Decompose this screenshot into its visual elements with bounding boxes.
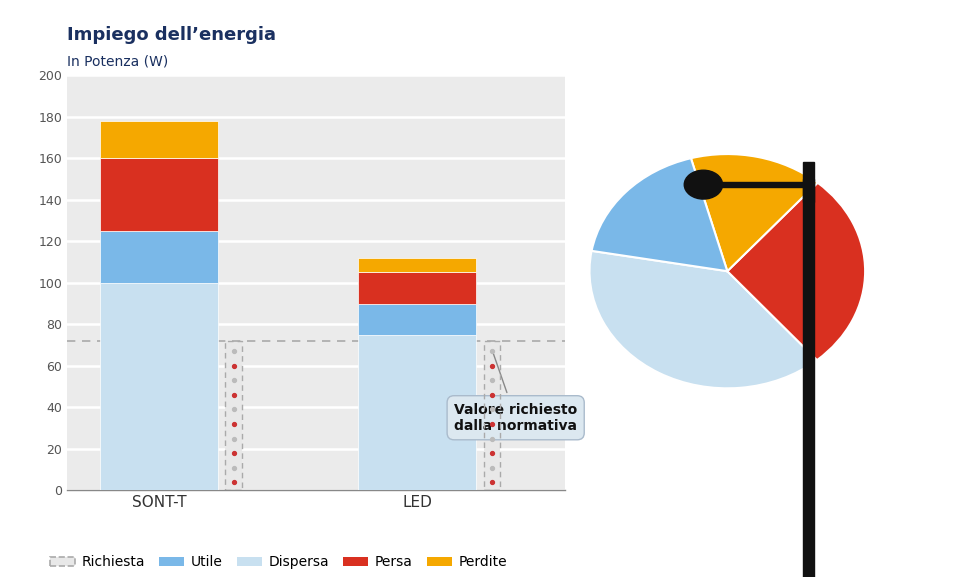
Bar: [358, 304, 477, 335]
Bar: [803, 162, 814, 577]
Bar: [483, 341, 501, 490]
Bar: [358, 272, 477, 304]
Wedge shape: [590, 251, 817, 388]
Wedge shape: [727, 183, 865, 360]
Text: In Potenza (W): In Potenza (W): [67, 55, 168, 69]
Text: Impiego dell’energia: Impiego dell’energia: [67, 26, 276, 44]
Bar: [100, 231, 218, 283]
Bar: [226, 341, 242, 490]
Bar: [100, 283, 218, 490]
Bar: [803, 179, 814, 202]
Bar: [358, 258, 477, 272]
Legend: Richiesta, Utile, Dispersa, Persa, Perdite: Richiesta, Utile, Dispersa, Persa, Perdi…: [44, 550, 513, 575]
Wedge shape: [591, 158, 727, 271]
Bar: [358, 335, 477, 490]
Text: Valore richiesto
dalla normativa: Valore richiesto dalla normativa: [454, 352, 577, 433]
Bar: [226, 341, 242, 490]
Bar: [483, 341, 501, 490]
Wedge shape: [691, 154, 817, 271]
Bar: [100, 158, 218, 231]
Ellipse shape: [684, 170, 723, 199]
Bar: [713, 182, 809, 187]
Bar: [100, 121, 218, 158]
